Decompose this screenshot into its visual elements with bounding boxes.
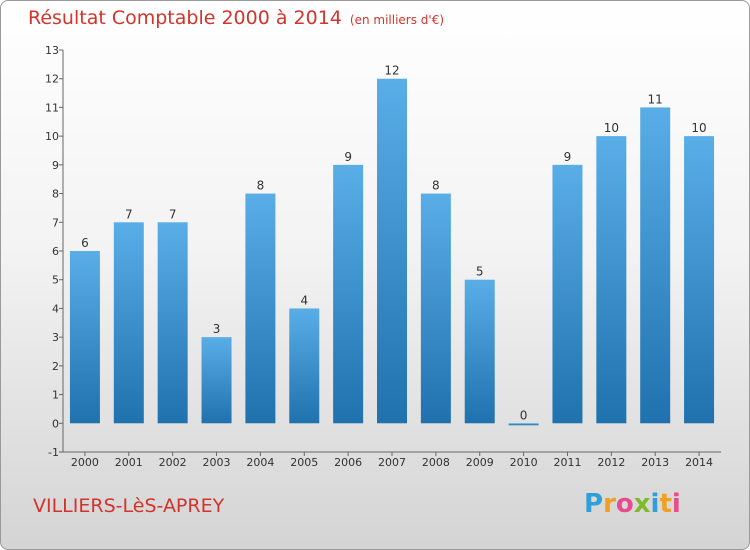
x-tick-label-2011: 2011 <box>553 456 581 469</box>
chart-title-text: Résultat Comptable 2000 à 2014 <box>28 7 342 29</box>
x-tick-label-2004: 2004 <box>246 456 274 469</box>
x-tick-label-2013: 2013 <box>641 456 669 469</box>
x-tick-label-2007: 2007 <box>378 456 406 469</box>
y-tick-label: 9 <box>52 159 59 172</box>
x-tick-label-2008: 2008 <box>422 456 450 469</box>
y-tick-label: 0 <box>52 417 59 430</box>
y-tick-label: 5 <box>52 274 59 287</box>
bar-2010 <box>508 423 539 426</box>
bar-2005 <box>289 308 320 424</box>
y-tick-label: 10 <box>45 130 59 143</box>
x-tick-label-2002: 2002 <box>159 456 187 469</box>
logo-letter: o <box>615 489 634 519</box>
chart-title: Résultat Comptable 2000 à 2014 (en millie… <box>28 7 444 29</box>
bar-2013 <box>640 107 671 424</box>
value-label-2013: 11 <box>648 92 663 106</box>
bar-2007 <box>377 78 407 424</box>
y-tick-label: 6 <box>52 245 59 258</box>
value-label-2005: 4 <box>300 293 308 307</box>
value-label-2012: 10 <box>604 121 619 135</box>
value-label-2010: 0 <box>520 408 528 422</box>
x-tick-label-2000: 2000 <box>71 456 99 469</box>
logo-letter: t <box>659 489 672 519</box>
bar-2000 <box>69 251 100 424</box>
y-tick-label: 2 <box>52 360 59 373</box>
value-label-2007: 12 <box>384 64 399 78</box>
x-tick-label-2010: 2010 <box>510 456 538 469</box>
value-label-2008: 8 <box>432 179 440 193</box>
x-tick-label-2009: 2009 <box>466 456 494 469</box>
bar-2014 <box>684 136 715 424</box>
y-tick-label: 13 <box>45 44 59 57</box>
x-tick-label-2014: 2014 <box>685 456 713 469</box>
bar-2004 <box>245 193 276 424</box>
proxiti-logo: Proxiti <box>584 489 681 519</box>
place-name: VILLIERS-LèS-APREY <box>33 495 225 517</box>
y-tick-label: 3 <box>52 331 59 344</box>
logo-letter: x <box>633 489 651 519</box>
value-label-2001: 7 <box>125 207 133 221</box>
bar-2008 <box>420 193 451 424</box>
logo-letter: i <box>650 489 660 519</box>
value-label-2004: 8 <box>257 179 265 193</box>
x-tick-label-2003: 2003 <box>203 456 231 469</box>
value-label-2011: 9 <box>564 150 572 164</box>
y-tick-label: 1 <box>52 389 59 402</box>
y-tick-label: 4 <box>52 302 59 315</box>
value-label-2002: 7 <box>169 207 177 221</box>
value-label-2014: 10 <box>691 121 706 135</box>
y-tick-label: 12 <box>45 73 59 86</box>
y-tick-label: 11 <box>45 101 59 114</box>
bar-2009 <box>464 279 495 424</box>
x-tick-label-2005: 2005 <box>290 456 318 469</box>
y-tick-label: 8 <box>52 188 59 201</box>
bar-2003 <box>201 337 232 424</box>
value-label-2009: 5 <box>476 265 484 279</box>
logo-letter: i <box>671 489 681 519</box>
bar-2012 <box>596 136 627 424</box>
x-tick-label-2006: 2006 <box>334 456 362 469</box>
y-tick-label: 7 <box>52 216 59 229</box>
x-tick-label-2012: 2012 <box>597 456 625 469</box>
bar-2001 <box>113 222 144 424</box>
y-tick-label: -1 <box>48 446 59 459</box>
bar-2011 <box>552 164 583 424</box>
chart-subtitle: (en milliers d'€) <box>349 13 445 27</box>
value-label-2006: 9 <box>344 150 352 164</box>
value-label-2000: 6 <box>81 236 89 250</box>
x-tick-label-2001: 2001 <box>115 456 143 469</box>
logo-letter: r <box>603 489 616 519</box>
logo-letter: P <box>584 489 604 519</box>
bar-2006 <box>333 164 364 424</box>
value-label-2003: 3 <box>213 322 221 336</box>
bar-2002 <box>157 222 188 424</box>
